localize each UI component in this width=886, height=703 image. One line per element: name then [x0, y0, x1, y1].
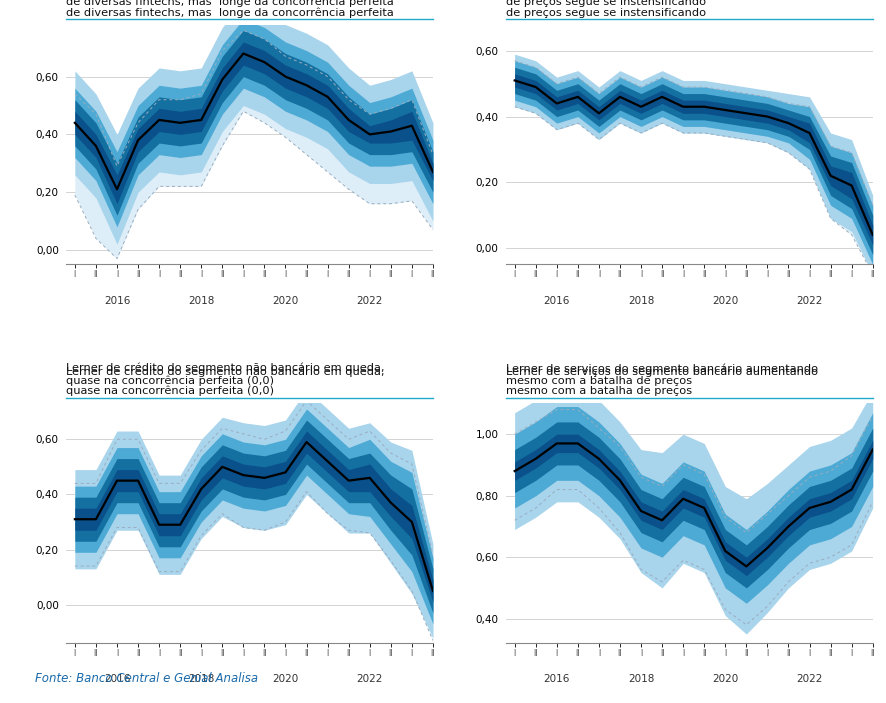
Text: 2016: 2016	[104, 295, 130, 306]
Text: quase na concorrência perfeita (0,0): quase na concorrência perfeita (0,0)	[66, 386, 275, 396]
Text: Lerner de serviços do segmento bancário aumentando: Lerner de serviços do segmento bancário …	[506, 366, 819, 377]
Text: 2018: 2018	[188, 674, 214, 685]
Text: de preços segue se instensificando: de preços segue se instensificando	[506, 8, 706, 18]
Text: 2016: 2016	[544, 674, 570, 685]
Text: 2016: 2016	[104, 674, 130, 685]
Text: mesmo com a batalha de preços: mesmo com a batalha de preços	[506, 387, 692, 396]
Text: 2022: 2022	[797, 674, 823, 685]
Text: Lerner de crédito do segmento não bancário em queda,: Lerner de crédito do segmento não bancár…	[66, 366, 385, 377]
Text: A queda no Lerner nas cooperativas é de praxe, a batalha
de preços segue se inst: A queda no Lerner nas cooperativas é de …	[506, 0, 837, 7]
Text: 2020: 2020	[272, 295, 299, 306]
Text: 2020: 2020	[712, 295, 738, 306]
Text: 2020: 2020	[712, 674, 738, 685]
Text: 2022: 2022	[356, 674, 383, 685]
Text: 2022: 2022	[356, 295, 383, 306]
Text: Lerner de crédito do segmento não bancário em queda,
quase na concorrência perfe: Lerner de crédito do segmento não bancár…	[66, 363, 385, 386]
Text: Fonte: Banco Central e Genial Analisa: Fonte: Banco Central e Genial Analisa	[35, 673, 259, 685]
Text: de diversas fintechs, mas  longe da concorrência perfeita: de diversas fintechs, mas longe da conco…	[66, 7, 394, 18]
Text: 2018: 2018	[188, 295, 214, 306]
Text: 2018: 2018	[628, 295, 654, 306]
Text: 2020: 2020	[272, 674, 299, 685]
Text: Lerner de crédito dos bancos em queda após a entrada
de diversas fintechs, mas  : Lerner de crédito dos bancos em queda ap…	[66, 0, 394, 7]
Text: 2022: 2022	[797, 295, 823, 306]
Text: 2016: 2016	[544, 295, 570, 306]
Text: Lerner de serviços do segmento bancário aumentando
mesmo com a batalha de preços: Lerner de serviços do segmento bancário …	[506, 363, 819, 386]
Text: 2018: 2018	[628, 674, 654, 685]
